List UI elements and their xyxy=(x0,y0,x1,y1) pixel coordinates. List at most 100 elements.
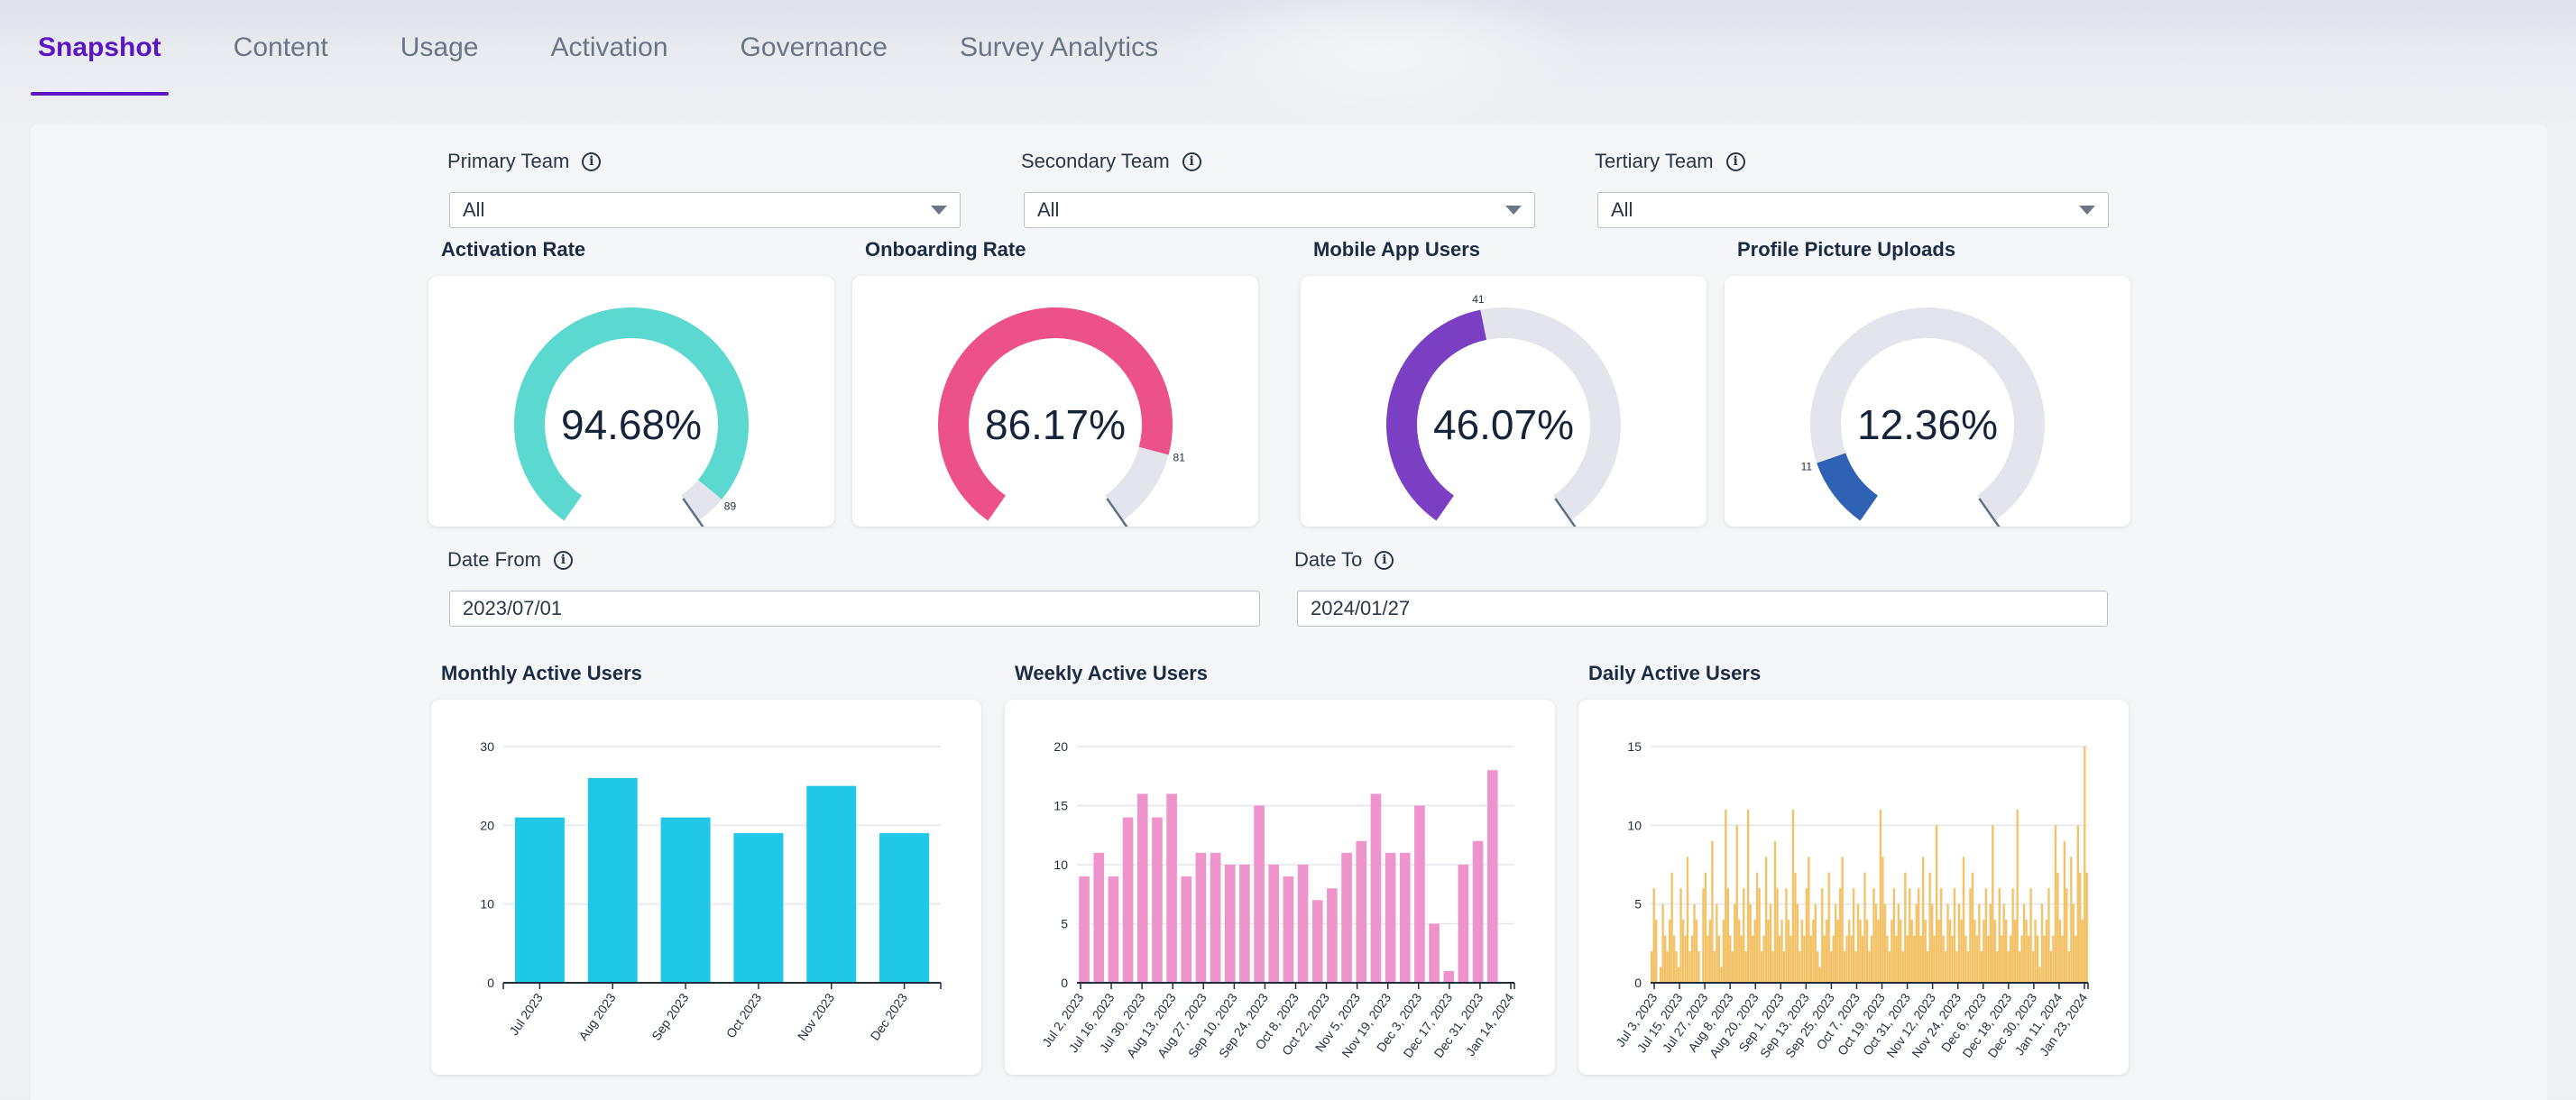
bar xyxy=(1166,793,1177,983)
tab-content[interactable]: Content xyxy=(233,32,328,62)
bar xyxy=(1978,903,1981,983)
bar xyxy=(1821,888,1824,983)
bar xyxy=(1744,951,1747,983)
bar xyxy=(1992,825,1994,983)
tab-governance[interactable]: Governance xyxy=(740,32,888,62)
y-tick-label: 15 xyxy=(1053,799,1068,813)
y-tick-label: 20 xyxy=(1053,739,1068,754)
bar xyxy=(1852,888,1855,983)
gauge-title: Profile Picture Uploads xyxy=(1737,238,1956,261)
gauge-value-label: 11 xyxy=(1801,461,1813,473)
bar xyxy=(1913,935,1916,983)
bar xyxy=(1814,903,1817,983)
bar xyxy=(1686,857,1689,983)
bar xyxy=(1740,935,1743,983)
bar xyxy=(1735,825,1738,983)
y-tick-label: 0 xyxy=(1061,976,1068,990)
bar xyxy=(1764,857,1768,983)
bar xyxy=(1830,951,1833,983)
bar xyxy=(1886,935,1889,983)
bar xyxy=(2038,967,2041,983)
bar xyxy=(1993,920,1996,983)
y-tick-label: 5 xyxy=(1061,917,1068,931)
x-tick-label: Jul 2023 xyxy=(506,990,546,1038)
bar xyxy=(2052,935,2055,983)
bar xyxy=(2034,920,2037,983)
date-from-filter-label: Date From i xyxy=(447,548,573,572)
bar xyxy=(1900,920,1902,983)
date-from-value: 2023/07/01 xyxy=(463,597,563,619)
bar xyxy=(2075,935,2077,983)
info-icon[interactable]: i xyxy=(582,151,602,171)
monthly-active-users-chart: 0 10 20 30 Jul 2023 Aug 2023 Sep 2023 Oct 2023 N… xyxy=(480,739,942,1043)
tab-snapshot[interactable]: Snapshot xyxy=(31,0,169,96)
bar xyxy=(1953,888,1956,983)
bar xyxy=(1136,793,1148,983)
bar xyxy=(1776,888,1779,983)
bar xyxy=(1787,920,1790,983)
gauge-title: Onboarding Rate xyxy=(865,238,1026,261)
bar xyxy=(1794,872,1797,983)
bar xyxy=(1716,903,1718,983)
tertiary-team-value: All xyxy=(1611,198,1633,221)
tab-usage[interactable]: Usage xyxy=(400,32,479,62)
bar xyxy=(1660,967,1662,983)
bar xyxy=(1356,840,1367,983)
bar xyxy=(2079,872,2082,983)
gauge-value-arc xyxy=(1386,309,1487,521)
bar xyxy=(2036,935,2039,983)
bar xyxy=(2022,903,2026,983)
bar xyxy=(1868,951,1871,983)
info-icon[interactable]: i xyxy=(1182,151,1201,171)
y-tick-label: 10 xyxy=(1627,818,1642,832)
gauge-max-tick xyxy=(1554,498,1578,531)
bar xyxy=(1239,865,1250,983)
bar xyxy=(1695,920,1698,983)
bar xyxy=(2018,951,2021,983)
bar xyxy=(660,817,711,983)
primary-team-select[interactable]: All xyxy=(449,192,961,228)
bar xyxy=(1747,809,1750,983)
gauge-card: 0891112.36% xyxy=(1725,276,2130,545)
bar xyxy=(1122,817,1134,983)
bar xyxy=(1957,903,1961,983)
tab-activation[interactable]: Activation xyxy=(550,32,668,62)
date-from-input[interactable]: 2023/07/01 xyxy=(449,591,1260,627)
bar xyxy=(1713,951,1716,983)
info-icon[interactable]: i xyxy=(1725,151,1745,171)
tab-survey-analytics[interactable]: Survey Analytics xyxy=(959,32,1159,62)
bar xyxy=(1942,935,1945,983)
bar xyxy=(1922,857,1925,983)
y-tick-label: 0 xyxy=(1634,976,1642,990)
bar xyxy=(1933,935,1936,983)
bar xyxy=(1812,920,1815,983)
chart-card: 0 5 10 15 Jul 3, 2023 Jul 15, 2023 Jul 27, 202… xyxy=(1578,700,2129,1075)
bar xyxy=(1944,951,1947,983)
info-icon[interactable]: i xyxy=(1375,550,1394,570)
bar xyxy=(1769,903,1772,983)
tertiary-team-select[interactable]: All xyxy=(1597,192,2109,228)
gauge-card: 0894146.07% xyxy=(1301,276,1707,545)
y-tick-label: 20 xyxy=(480,818,494,832)
bar xyxy=(1881,857,1884,983)
bar xyxy=(1760,951,1763,983)
date-to-input[interactable]: 2024/01/27 xyxy=(1297,591,2108,627)
bar xyxy=(1704,872,1707,983)
gauge-percentage: 46.07% xyxy=(1433,401,1574,448)
chart-title: Monthly Active Users xyxy=(441,662,642,684)
bar xyxy=(1937,920,1940,983)
secondary-team-select[interactable]: All xyxy=(1024,192,1535,228)
bar xyxy=(1895,935,1898,983)
y-tick-label: 0 xyxy=(487,976,494,990)
bar xyxy=(2025,920,2028,983)
bar xyxy=(1755,872,1759,983)
info-icon[interactable]: i xyxy=(553,550,573,570)
bar xyxy=(1975,935,1979,983)
bar xyxy=(1962,857,1965,983)
gauge-value-arc xyxy=(1817,453,1878,521)
bar xyxy=(1297,865,1309,983)
onboarding-rate-gauge: 0948186.17% xyxy=(938,307,1185,545)
bar xyxy=(1901,951,1904,983)
x-tick-label: Nov 2023 xyxy=(795,990,838,1042)
bar xyxy=(1817,951,1819,983)
